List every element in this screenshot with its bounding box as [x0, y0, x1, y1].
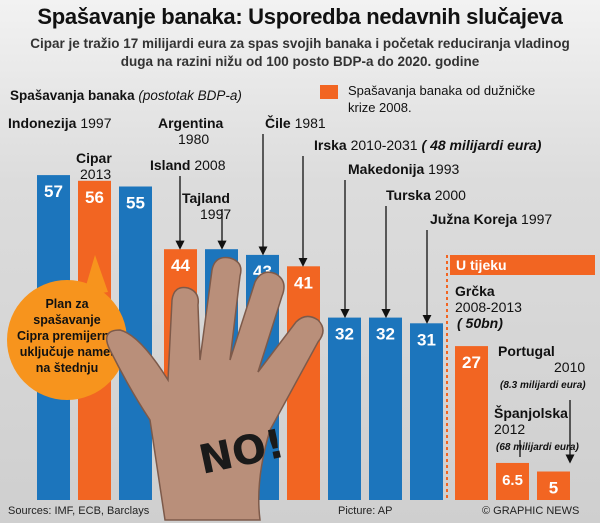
- bar-value-label-3: 44: [171, 256, 190, 275]
- bar-9: [410, 323, 443, 500]
- country-label-0: Indonezija 1997: [8, 115, 112, 131]
- country-year-2: 1980: [178, 131, 209, 147]
- legend-bank-bailouts: Spašavanja banaka (postotak BDP-a): [10, 88, 242, 103]
- callout-line-2: Cipra premijerno: [17, 329, 117, 343]
- country-label-3: Island 2008: [150, 157, 226, 173]
- in-progress-label: U tijeku: [456, 257, 507, 273]
- callout-line-0: Plan za: [45, 297, 89, 311]
- callout-circle: [7, 280, 127, 400]
- bar-value-label-11: 6.5: [502, 472, 523, 489]
- country-year-6: 2010-2031: [351, 137, 418, 153]
- hand-shape: [105, 256, 324, 521]
- callout-bubble: Plan za spašavanje Cipra premijerno uključu…: [7, 255, 127, 400]
- legend-bank-bailouts-label: Spašavanja banaka: [10, 88, 135, 103]
- country-label-2: Argentina 1980: [158, 115, 227, 147]
- country-name-4: Tajland: [182, 190, 234, 206]
- country-name-7: Makedonija: [348, 161, 428, 177]
- country-name-3: Island: [150, 157, 194, 173]
- footer-sources: Sources: IMF, ECB, Barclays: [8, 505, 150, 517]
- legend-unit-label: (postotak BDP-a): [138, 88, 242, 103]
- country-label-8: Turska 2000: [386, 187, 466, 203]
- callout-line-4: na štednju: [36, 361, 99, 375]
- callout-line-1: spašavanje: [33, 313, 100, 327]
- country-year-7: 1993: [428, 161, 459, 177]
- country-note-6: ( 48 milijardi eura): [422, 137, 542, 153]
- country-name-11: Portugal: [498, 343, 559, 359]
- bar-12: [537, 471, 570, 500]
- country-year-1: 2013: [80, 166, 111, 182]
- in-progress-header: [450, 255, 595, 275]
- country-label-7: Makedonija 1993: [348, 161, 459, 177]
- country-year-3: 2008: [194, 157, 225, 173]
- bar-value-label-12: 5: [549, 479, 558, 498]
- chart-title: Spašavanje banaka: Usporedba nedavnih sl…: [37, 4, 563, 29]
- bar-value-label-1: 56: [85, 188, 104, 207]
- country-name-6: Irska: [314, 137, 351, 153]
- bar-7: [328, 317, 361, 500]
- legend-orange-label: Spašavanja banaka od dužničke krize 2008…: [348, 83, 536, 115]
- callout-line-3: uključuje namet: [20, 345, 115, 359]
- country-year-12: 2012: [494, 421, 525, 437]
- footer-graphic-credit: © GRAPHIC NEWS: [482, 505, 580, 517]
- bar-10: [455, 346, 488, 500]
- bar-value-label-2: 55: [126, 194, 145, 213]
- country-name-5: Čile: [265, 114, 295, 131]
- country-label-12: Španjolska 2012 (68 milijardi eura): [494, 404, 579, 453]
- bar-8: [369, 317, 402, 500]
- country-label-9: Južna Koreja 1997: [430, 211, 552, 227]
- country-year-9: 1997: [521, 211, 552, 227]
- country-note-12: (68 milijardi eura): [496, 442, 579, 453]
- country-label-4: Tajland 1997: [182, 190, 234, 222]
- country-note-10: ( 50bn): [457, 315, 503, 331]
- country-label-11: Portugal 2010 (8.3 milijardi eura): [498, 343, 586, 391]
- country-name-0: Indonezija: [8, 115, 80, 131]
- country-name-1: Cipar: [76, 150, 116, 166]
- country-name-10: Grčka: [455, 283, 499, 299]
- country-note-11: (8.3 milijardi eura): [500, 380, 586, 391]
- legend-orange-swatch: [320, 85, 338, 99]
- bar-value-label-6: 41: [294, 273, 313, 292]
- chart-subtitle: Cipar je tražio 17 milijardi eura za spa…: [30, 36, 570, 69]
- country-year-10: 2008-2013: [455, 299, 522, 315]
- country-year-11: 2010: [554, 359, 585, 375]
- footer-picture-credit: Picture: AP: [338, 505, 393, 517]
- country-year-8: 2000: [435, 187, 466, 203]
- bar-value-label-0: 57: [44, 182, 63, 201]
- country-name-9: Južna Koreja: [430, 211, 521, 227]
- country-year-5: 1981: [295, 115, 326, 131]
- country-year-4: 1997: [200, 206, 231, 222]
- bar-value-label-10: 27: [462, 353, 481, 372]
- bar-value-label-8: 32: [376, 325, 395, 344]
- country-name-8: Turska: [386, 187, 435, 203]
- bar-value-label-9: 31: [417, 330, 436, 349]
- country-label-1: Cipar 2013: [76, 150, 116, 182]
- country-year-0: 1997: [80, 115, 111, 131]
- country-label-10: Grčka 2008-2013( 50bn): [455, 283, 522, 331]
- bar-value-label-7: 32: [335, 325, 354, 344]
- country-name-12: Španjolska: [494, 404, 572, 421]
- bar-11: [496, 462, 529, 500]
- country-label-5: Čile 1981: [265, 114, 326, 131]
- country-name-2: Argentina: [158, 115, 227, 131]
- country-label-6: Irska 2010-2031( 48 milijardi eura): [314, 137, 542, 153]
